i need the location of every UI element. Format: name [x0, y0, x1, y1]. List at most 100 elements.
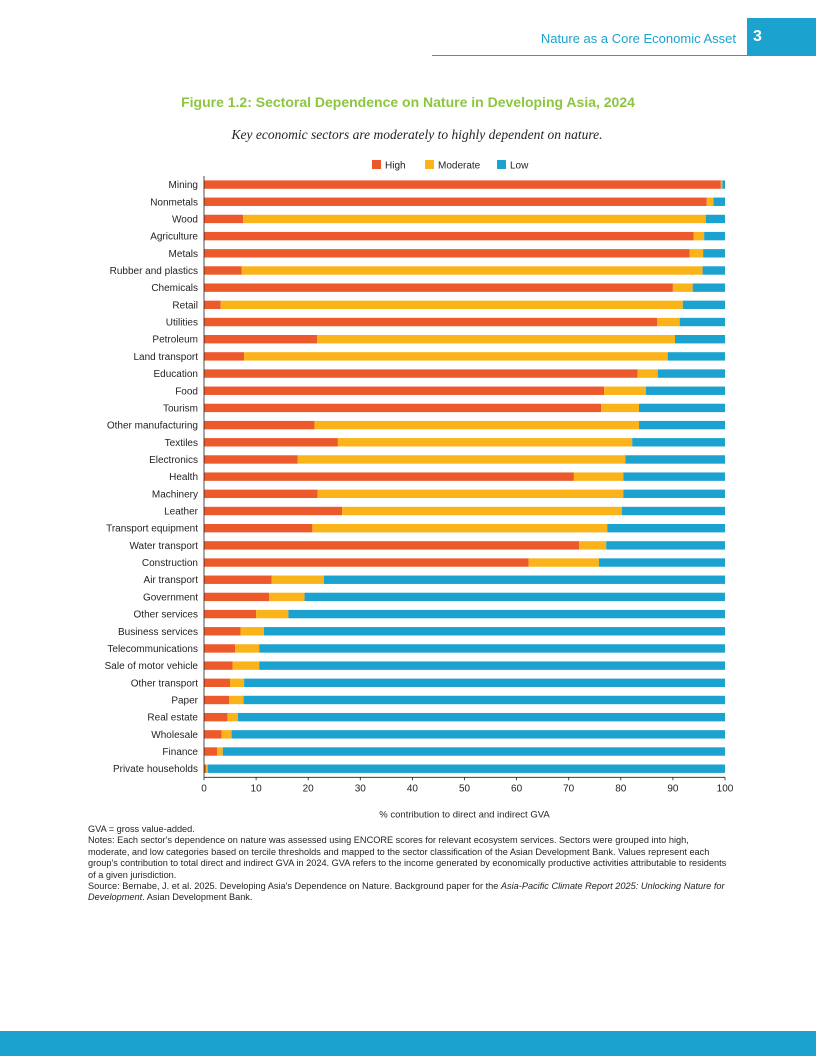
category-label-wholesale: Wholesale: [151, 730, 198, 741]
category-label-wood: Wood: [172, 214, 198, 225]
source-prefix: Source: Bernabe, J. et al. 2025. Develop…: [88, 881, 501, 892]
bar-government-low: [304, 592, 725, 602]
page-number: 3: [753, 28, 762, 45]
bar-real-estate-low: [237, 712, 725, 722]
bar-sale-of-motor-vehicle-moderate: [232, 661, 260, 670]
category-label-agriculture: Agriculture: [150, 232, 198, 243]
bar-other-services-moderate: [256, 609, 289, 619]
bar-electronics-high: [204, 455, 298, 464]
x-tick-label: 30: [355, 783, 367, 794]
bar-construction-high: [204, 558, 529, 567]
category-label-transport-equipment: Transport equipment: [106, 524, 198, 535]
bar-other-manufacturing-moderate: [314, 420, 640, 430]
bar-nonmetals-low: [713, 197, 725, 206]
bar-rubber-and-plastics-high: [204, 266, 242, 275]
page-number-box: 3: [747, 18, 816, 56]
chart-legend: High Moderate Low: [372, 160, 529, 172]
bar-other-services-low: [288, 609, 725, 619]
bar-air-transport-high: [204, 575, 272, 584]
bar-education-low: [657, 369, 725, 378]
legend-label-high: High: [385, 161, 406, 172]
bar-finance-high: [204, 747, 218, 756]
category-label-utilities: Utilities: [166, 318, 198, 329]
bar-electronics-low: [625, 455, 725, 464]
bar-government-high: [204, 592, 270, 602]
category-label-education: Education: [154, 369, 198, 380]
category-label-textiles: Textiles: [165, 438, 198, 449]
category-label-tourism: Tourism: [163, 403, 198, 414]
category-label-electronics: Electronics: [149, 455, 198, 466]
notes-text: Notes: Each sector's dependence on natur…: [88, 835, 727, 880]
category-label-retail: Retail: [172, 300, 198, 311]
bar-agriculture-high: [204, 231, 694, 241]
category-labels: Mining Nonmetals Wood Agriculture Metals Rubb…: [105, 180, 199, 775]
legend-swatch-moderate: [425, 160, 434, 169]
category-label-machinery: Machinery: [152, 489, 198, 500]
x-tick-label: 50: [459, 783, 471, 794]
category-label-chemicals: Chemicals: [151, 283, 198, 294]
bar-agriculture-low: [704, 231, 725, 241]
bar-textiles-moderate: [337, 438, 633, 447]
bar-health-high: [204, 472, 574, 481]
bar-construction-moderate: [528, 558, 599, 567]
legend-swatch-high: [372, 160, 381, 169]
bar-machinery-low: [623, 489, 725, 499]
category-label-metals: Metals: [169, 249, 198, 260]
bar-agriculture-moderate: [693, 231, 705, 241]
bar-petroleum-moderate: [317, 335, 675, 344]
bar-textiles-high: [204, 438, 338, 447]
figure-subtitle: Key economic sectors are moderately to h…: [231, 127, 603, 142]
bar-leather-high: [204, 506, 343, 516]
bar-food-high: [204, 386, 605, 395]
x-tick-label: 80: [615, 783, 627, 794]
category-label-telecommunications: Telecommunications: [107, 644, 198, 655]
bar-business-services-moderate: [240, 627, 264, 636]
category-label-nonmetals: Nonmetals: [150, 197, 198, 208]
bar-paper-moderate: [229, 695, 244, 705]
bar-nonmetals-moderate: [706, 197, 714, 206]
bar-land-transport-high: [204, 352, 245, 361]
bar-tourism-moderate: [601, 403, 640, 413]
bar-telecommunications-moderate: [235, 644, 260, 653]
bar-metals-high: [204, 249, 690, 258]
bar-land-transport-low: [667, 352, 725, 361]
chart-axes: 0 10 20 30 40 50 60 70 80 90 100 % contribution to …: [201, 176, 734, 820]
bar-real-estate-moderate: [227, 712, 238, 722]
category-label-paper: Paper: [171, 695, 198, 706]
source-note: Source: Bernabe, J. et al. 2025. Develop…: [88, 881, 728, 904]
bar-finance-low: [222, 747, 725, 756]
x-tick-label: 40: [407, 783, 419, 794]
category-label-food: Food: [175, 386, 198, 397]
category-label-sale-of-motor-vehicle: Sale of motor vehicle: [105, 661, 199, 672]
category-label-health: Health: [169, 472, 198, 483]
bar-chemicals-low: [692, 283, 725, 292]
category-label-mining: Mining: [169, 180, 198, 191]
bar-real-estate-high: [204, 712, 228, 722]
bar-private-households-moderate: [206, 764, 208, 773]
category-label-air-transport: Air transport: [144, 575, 199, 586]
bar-metals-moderate: [689, 249, 704, 258]
bar-nonmetals-high: [204, 197, 707, 206]
bar-petroleum-high: [204, 335, 318, 344]
bar-air-transport-moderate: [271, 575, 324, 584]
bar-metals-low: [703, 249, 725, 258]
bar-other-transport-moderate: [230, 678, 245, 688]
bar-petroleum-low: [674, 335, 725, 344]
bar-leather-low: [621, 506, 725, 516]
bar-other-transport-low: [244, 678, 725, 688]
bar-sale-of-motor-vehicle-high: [204, 661, 233, 670]
x-tick-label: 20: [303, 783, 315, 794]
x-axis-label: % contribution to direct and indirect GV…: [379, 809, 550, 820]
bar-construction-low: [598, 558, 725, 567]
bar-water-transport-high: [204, 541, 580, 550]
bar-electronics-moderate: [297, 455, 626, 464]
category-label-other-services: Other services: [134, 610, 198, 621]
bar-education-moderate: [637, 369, 658, 378]
bar-chemicals-high: [204, 283, 673, 292]
bar-business-services-high: [204, 627, 241, 636]
bar-rubber-and-plastics-low: [702, 266, 725, 275]
legend-label-moderate: Moderate: [438, 161, 481, 172]
x-tick-label: 60: [511, 783, 523, 794]
figure-title: Figure 1.2: Sectoral Dependence on Natur…: [181, 94, 635, 110]
bar-utilities-high: [204, 317, 658, 327]
